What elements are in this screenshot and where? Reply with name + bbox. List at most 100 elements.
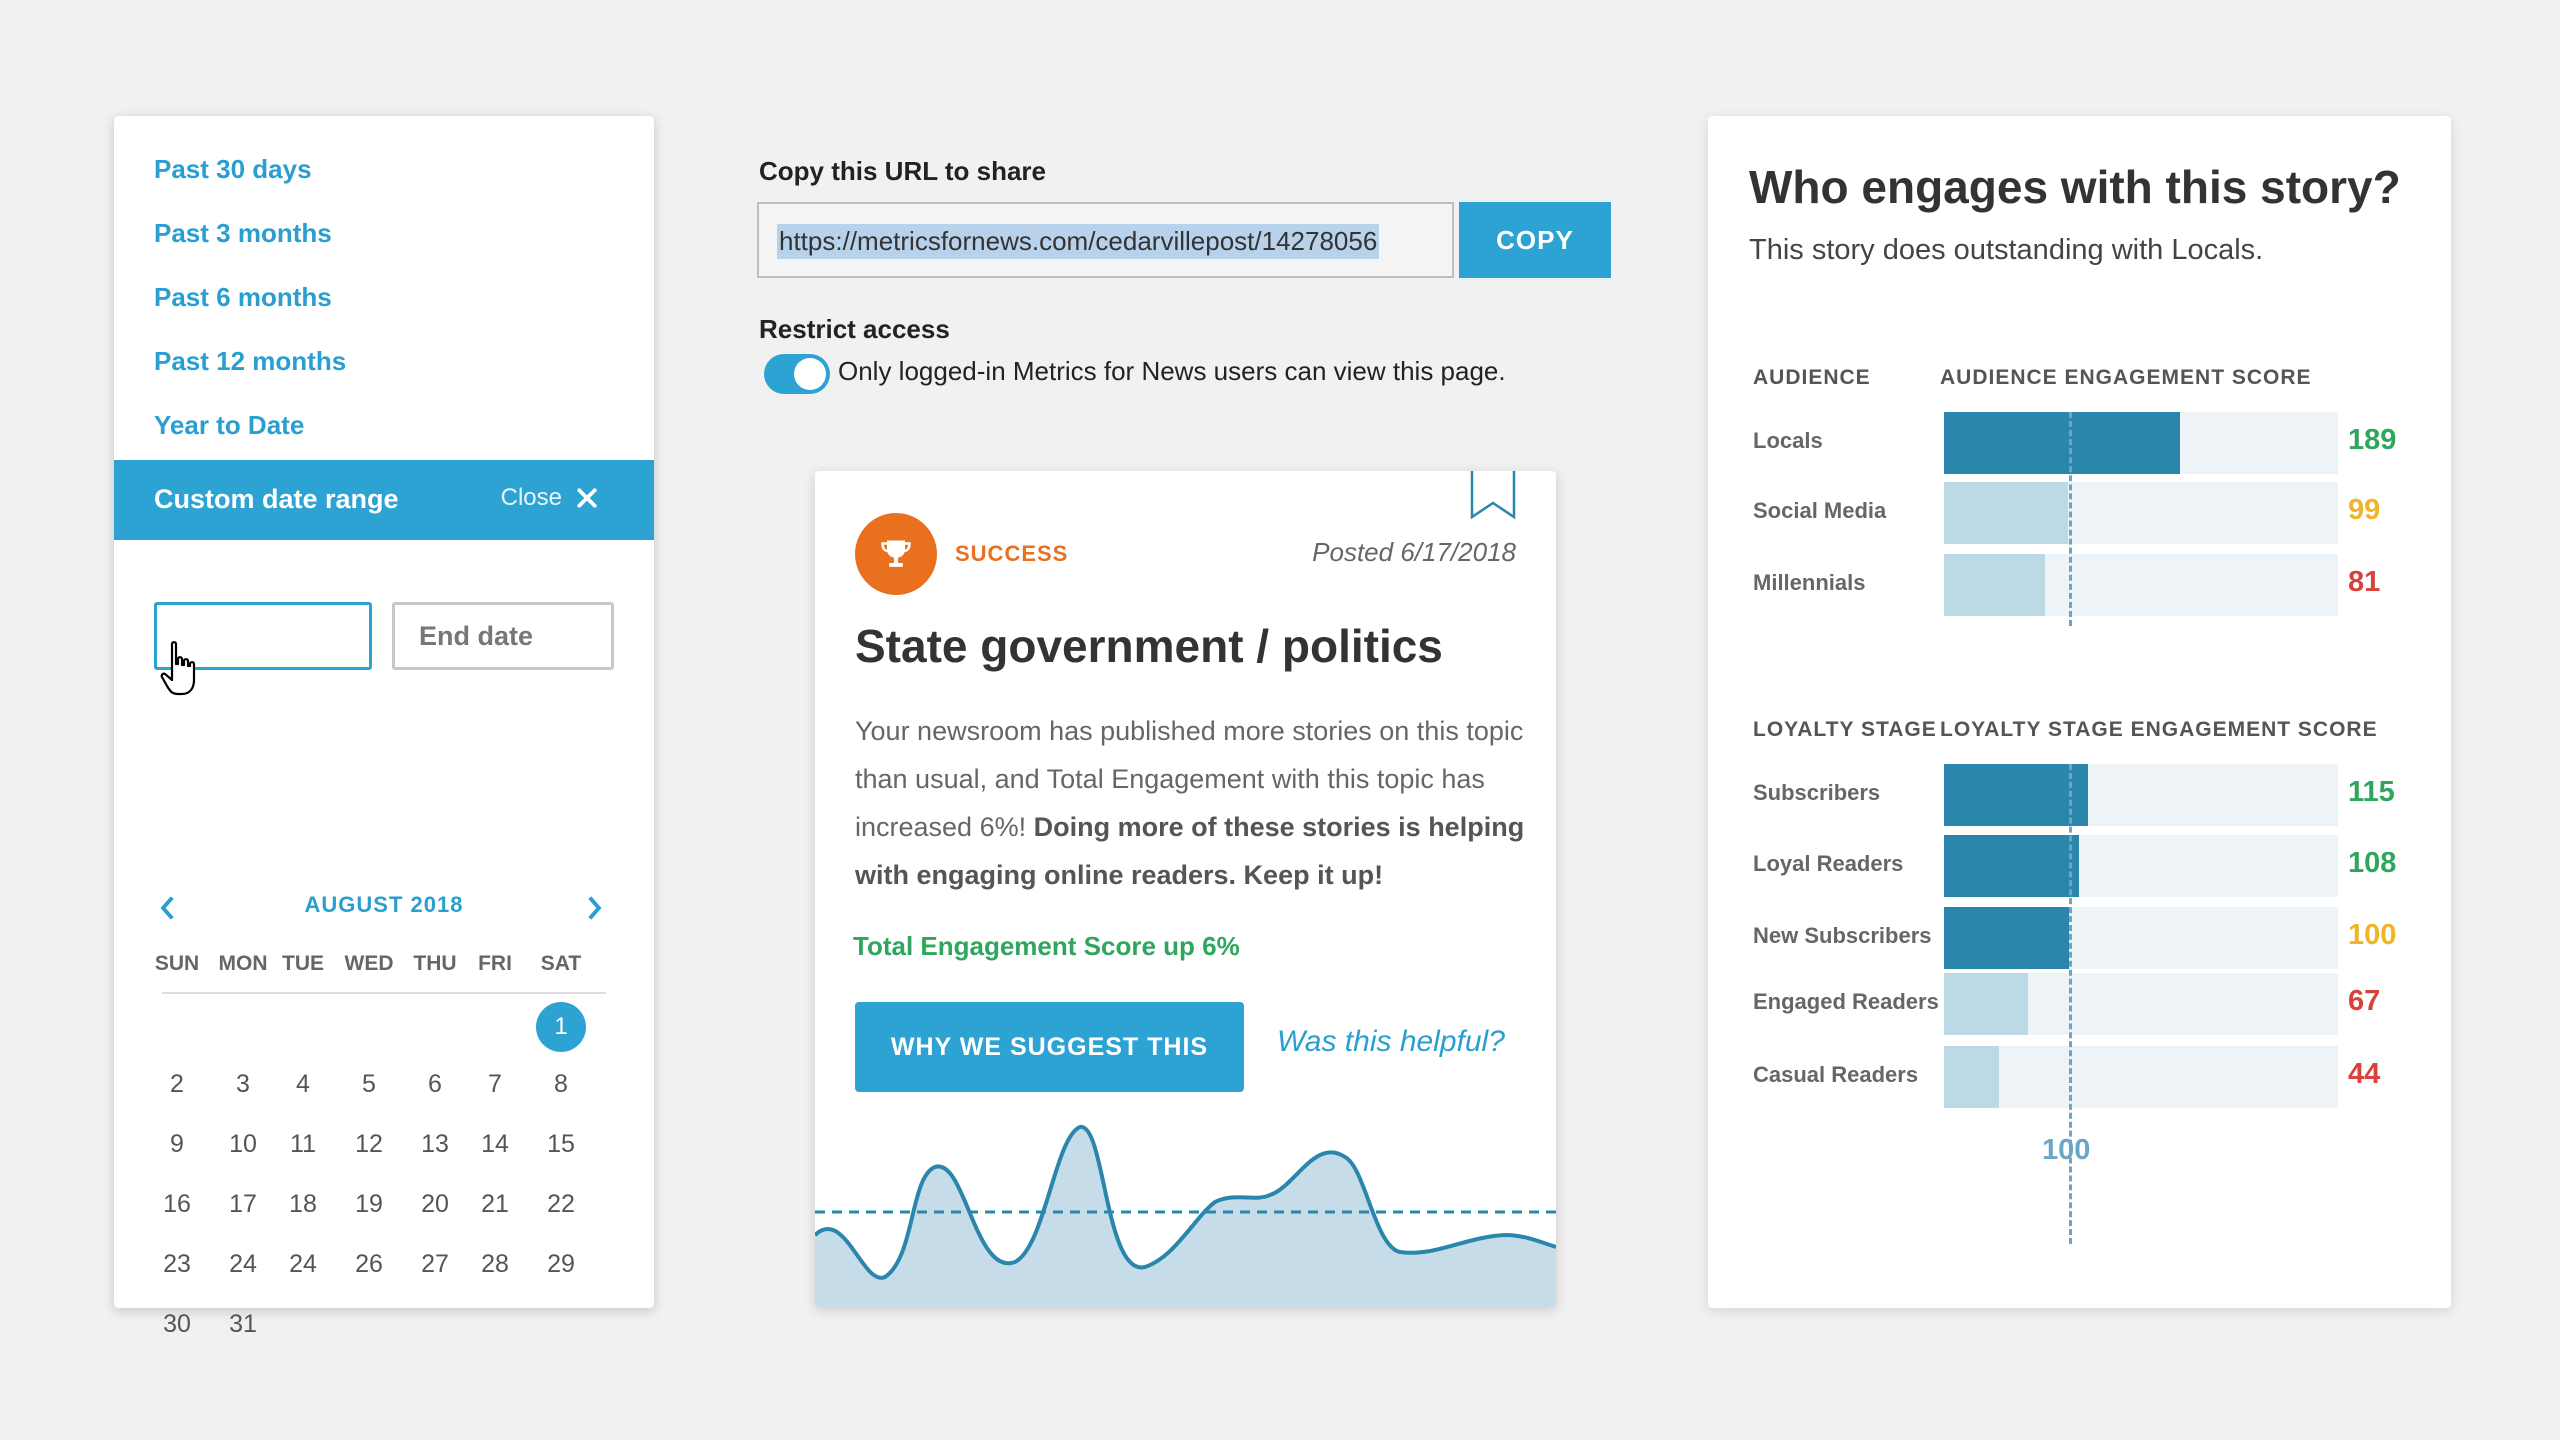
calendar-day[interactable]: 4: [296, 1070, 310, 1098]
calendar-day[interactable]: 16: [163, 1190, 191, 1218]
bar-label: Locals: [1753, 428, 1823, 453]
prev-month-button[interactable]: [152, 888, 182, 928]
restrict-access-toggle[interactable]: [764, 354, 830, 394]
trophy-badge: [855, 513, 937, 595]
bar-track: [1944, 973, 2338, 1035]
loyalty-score-column-header: LOYALTY STAGE ENGAGEMENT SCORE: [1940, 718, 2378, 741]
calendar-day[interactable]: 18: [289, 1190, 317, 1218]
calendar-day[interactable]: 23: [163, 1250, 191, 1278]
engagement-title: Who engages with this story?: [1749, 161, 2401, 213]
calendar-day[interactable]: 8: [554, 1070, 568, 1098]
preset-past-30-days[interactable]: Past 30 days: [154, 154, 312, 184]
reference-line-loyalty: [2069, 764, 2072, 1244]
date-range-picker: Past 30 days Past 3 months Past 6 months…: [114, 116, 654, 1338]
bar-value: 99: [2348, 494, 2381, 526]
bar-value: 189: [2348, 424, 2397, 456]
calendar-day[interactable]: 24: [229, 1250, 257, 1278]
calendar-day[interactable]: 2: [170, 1070, 184, 1098]
bar-fill: [1944, 482, 2068, 544]
calendar-day[interactable]: 11: [290, 1130, 316, 1158]
bar-track: [1944, 1046, 2338, 1108]
weekday-thu: THU: [413, 952, 457, 975]
audience-column-header: AUDIENCE: [1753, 366, 1871, 389]
calendar-day[interactable]: 5: [362, 1070, 376, 1098]
calendar-day[interactable]: 3: [236, 1070, 250, 1098]
calendar-day[interactable]: 26: [355, 1250, 383, 1278]
close-button[interactable]: Close: [501, 484, 598, 512]
close-icon: [577, 488, 597, 508]
calendar-day[interactable]: 17: [229, 1190, 257, 1218]
calendar-day[interactable]: 10: [229, 1130, 257, 1158]
bar-value: 44: [2348, 1058, 2381, 1090]
share-url-field[interactable]: https://metricsfornews.com/cedarvillepos…: [757, 202, 1454, 278]
engagement-sparkline: [815, 1125, 1556, 1307]
bar-label: Loyal Readers: [1753, 851, 1904, 876]
bar-value: 81: [2348, 566, 2381, 598]
bar-label: New Subscribers: [1753, 923, 1932, 948]
calendar-day[interactable]: 13: [421, 1130, 449, 1158]
insight-card: SUCCESS Posted 6/17/2018 State governmen…: [815, 471, 1556, 1307]
preset-year-to-date[interactable]: Year to Date: [154, 410, 305, 440]
calendar-day[interactable]: 20: [421, 1190, 449, 1218]
next-month-button[interactable]: [580, 888, 610, 928]
start-date-input[interactable]: [154, 602, 372, 670]
bar-value: 108: [2348, 847, 2397, 879]
engagement-score-change: Total Engagement Score up 6%: [853, 931, 1240, 961]
posted-date: Posted 6/17/2018: [1312, 537, 1516, 567]
why-we-suggest-button[interactable]: WHY WE SUGGEST THIS: [855, 1002, 1244, 1092]
bar-track: [1944, 835, 2338, 897]
calendar-day[interactable]: 22: [547, 1190, 575, 1218]
weekday-tue: TUE: [282, 952, 324, 975]
calendar-day[interactable]: 21: [481, 1190, 509, 1218]
insight-description: Your newsroom has published more stories…: [855, 707, 1525, 899]
preset-past-6-months[interactable]: Past 6 months: [154, 282, 332, 312]
calendar-day[interactable]: 19: [355, 1190, 383, 1218]
calendar-day[interactable]: 9: [170, 1130, 184, 1158]
bar-label: Casual Readers: [1753, 1062, 1919, 1087]
calendar-day[interactable]: 28: [481, 1250, 509, 1278]
weekday-wed: WED: [344, 952, 394, 975]
insight-description-text: Your newsroom has published more stories…: [855, 716, 1524, 842]
audience-engagement-card: Who engages with this story? This story …: [1708, 116, 2451, 1308]
bar-track: [1944, 907, 2338, 969]
preset-past-12-months[interactable]: Past 12 months: [154, 346, 347, 376]
calendar-day[interactable]: 6: [428, 1070, 442, 1098]
calendar-day[interactable]: 31: [229, 1310, 257, 1338]
bar-fill: [1944, 835, 2079, 897]
calendar-day[interactable]: 30: [163, 1310, 191, 1338]
calendar-day[interactable]: 14: [481, 1130, 509, 1158]
weekday-fri: FRI: [478, 952, 512, 975]
calendar-day[interactable]: 12: [355, 1130, 383, 1158]
bookmark-icon[interactable]: [1470, 471, 1516, 521]
custom-date-range-header: Custom date range Close: [114, 460, 654, 540]
calendar-day[interactable]: 24: [289, 1250, 317, 1278]
audience-score-column-header: AUDIENCE ENGAGEMENT SCORE: [1940, 366, 2312, 389]
bar-track: [1944, 554, 2338, 616]
preset-past-3-months[interactable]: Past 3 months: [154, 218, 332, 248]
calendar-day-selected[interactable]: 1: [528, 1002, 594, 1052]
close-label: Close: [500, 484, 562, 511]
reference-line-audience: [2069, 412, 2072, 626]
bar-value: 115: [2348, 776, 2395, 808]
bar-fill: [1944, 554, 2046, 616]
weekday-mon: MON: [218, 952, 268, 975]
calendar-day[interactable]: 15: [547, 1130, 575, 1158]
calendar-month-label: AUGUST 2018: [304, 892, 464, 917]
copy-button[interactable]: COPY: [1459, 202, 1611, 278]
loyalty-column-header: LOYALTY STAGE: [1753, 718, 1937, 741]
bar-label: Engaged Readers: [1753, 989, 1939, 1014]
bar-fill: [1944, 1046, 1999, 1108]
calendar-day[interactable]: 7: [488, 1070, 502, 1098]
bar-label: Social Media: [1753, 498, 1887, 523]
end-date-input[interactable]: [392, 602, 614, 670]
share-url-text: https://metricsfornews.com/cedarvillepos…: [777, 224, 1380, 259]
bar-label: Millennials: [1753, 570, 1866, 595]
bar-value: 100: [2348, 919, 2397, 951]
calendar-day[interactable]: 29: [547, 1250, 575, 1278]
status-label: SUCCESS: [955, 541, 1069, 566]
calendar-day[interactable]: 27: [421, 1250, 449, 1278]
share-url-title: Copy this URL to share: [759, 156, 1047, 186]
was-this-helpful-link[interactable]: Was this helpful?: [1277, 1025, 1505, 1058]
bar-fill: [1944, 764, 2088, 826]
toggle-knob: [794, 358, 826, 390]
